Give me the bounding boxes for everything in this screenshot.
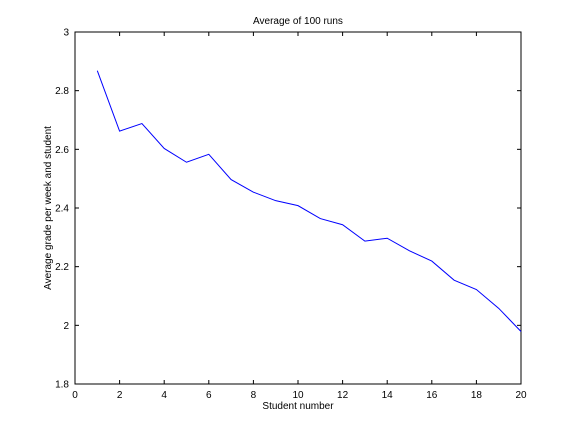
series-line — [96, 70, 522, 332]
x-tick-label: 16 — [426, 390, 438, 401]
x-tick-label: 8 — [251, 390, 257, 401]
x-tick-label: 18 — [471, 390, 483, 401]
chart-title: Average of 100 runs — [253, 16, 343, 27]
series-group — [96, 70, 522, 332]
x-axis-label: Student number — [262, 401, 334, 412]
x-tick-label: 0 — [72, 390, 78, 401]
axis-ticks — [74, 31, 522, 385]
plot-area — [74, 31, 522, 385]
y-axis-label: Average grade per week and student — [43, 126, 54, 290]
y-tick-label: 2 — [63, 321, 69, 332]
x-tick-label: 20 — [515, 390, 527, 401]
y-tick-label: 3 — [63, 28, 69, 39]
x-tick-label: 6 — [206, 390, 212, 401]
y-tick-label: 1.8 — [55, 380, 69, 391]
y-tick-label: 2.6 — [55, 145, 69, 156]
x-tick-label: 10 — [292, 390, 304, 401]
x-tick-label: 2 — [117, 390, 123, 401]
y-tick-label: 2.8 — [55, 86, 69, 97]
x-tick-label: 4 — [161, 390, 167, 401]
y-tick-label: 2.2 — [55, 262, 69, 273]
tick-labels: 0 2 4 6 8 10 12 14 16 18 20 1.8 2 2.2 2.4 2.6 2.8 3 — [55, 28, 527, 402]
y-tick-label: 2.4 — [55, 204, 69, 215]
x-tick-label: 12 — [337, 390, 349, 401]
x-tick-label: 14 — [382, 390, 394, 401]
